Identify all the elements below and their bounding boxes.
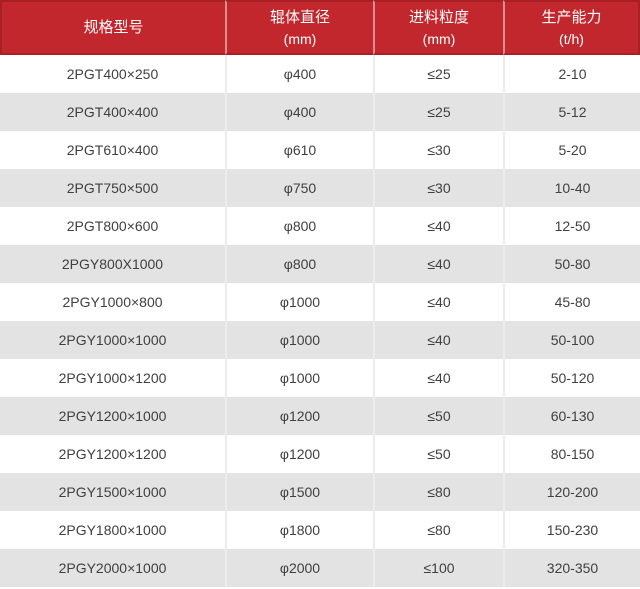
table-cell: 2PGY1200×1000 <box>0 397 225 435</box>
table-cell: 150-230 <box>503 511 640 549</box>
table-row: 2PGY1800×1000 φ1800 ≤80 150-230 <box>0 511 640 549</box>
table-cell: ≤40 <box>373 207 503 245</box>
table-cell: ≤30 <box>373 169 503 207</box>
table-cell: ≤40 <box>373 245 503 283</box>
table-row: 2PGY2000×1000 φ2000 ≤100 320-350 <box>0 549 640 587</box>
table-row: 2PGY1500×1000 φ1500 ≤80 120-200 <box>0 473 640 511</box>
table-cell: ≤80 <box>373 473 503 511</box>
column-header-label: 辊体直径 <box>269 8 330 26</box>
table-cell: 2PGY1800×1000 <box>0 511 225 549</box>
table-cell: ≤80 <box>373 511 503 549</box>
table-cell: 2PGT750×500 <box>0 169 225 207</box>
table-cell: 2-10 <box>503 55 640 93</box>
column-header: 进料粒度 (mm) <box>373 0 503 55</box>
table-cell: φ1200 <box>225 397 373 435</box>
table-cell: 5-20 <box>503 131 640 169</box>
table-cell: φ610 <box>225 131 373 169</box>
table-cell: 2PGY1000×1200 <box>0 359 225 397</box>
table-header: 规格型号 辊体直径 (mm) 进料粒度 (mm) 生产能力 (t/h) <box>0 0 640 55</box>
table-cell: 50-80 <box>503 245 640 283</box>
column-header-label: 生产能力 <box>541 8 602 26</box>
table-cell: ≤50 <box>373 435 503 473</box>
table-cell: 120-200 <box>503 473 640 511</box>
table-cell: φ800 <box>225 207 373 245</box>
table-row: 2PGY800X1000 φ800 ≤40 50-80 <box>0 245 640 283</box>
table-row: 2PGY1000×1200 φ1000 ≤40 50-120 <box>0 359 640 397</box>
table-row: 2PGT750×500 φ750 ≤30 10-40 <box>0 169 640 207</box>
table-row: 2PGT400×400 φ400 ≤25 5-12 <box>0 93 640 131</box>
table-cell: 45-80 <box>503 283 640 321</box>
table-cell: ≤25 <box>373 55 503 93</box>
table-cell: φ1000 <box>225 359 373 397</box>
table-cell: φ400 <box>225 55 373 93</box>
table-cell: 12-50 <box>503 207 640 245</box>
table-cell: ≤40 <box>373 283 503 321</box>
table-cell: 50-100 <box>503 321 640 359</box>
table-cell: 2PGY1000×1000 <box>0 321 225 359</box>
table-cell: φ1800 <box>225 511 373 549</box>
column-header-unit: (mm) <box>283 30 317 47</box>
table-cell: 2PGT400×400 <box>0 93 225 131</box>
table-cell: 2PGY1000×800 <box>0 283 225 321</box>
table-row: 2PGY1000×800 φ1000 ≤40 45-80 <box>0 283 640 321</box>
table-cell: φ1000 <box>225 283 373 321</box>
column-header-label: 规格型号 <box>83 18 144 36</box>
table-cell: ≤100 <box>373 549 503 587</box>
table-row: 2PGY1000×1000 φ1000 ≤40 50-100 <box>0 321 640 359</box>
column-header-unit: (t/h) <box>559 30 584 47</box>
table-body: 2PGT400×250 φ400 ≤25 2-10 2PGT400×400 φ400 ≤25… <box>0 55 640 587</box>
table-row: 2PGT800×600 φ800 ≤40 12-50 <box>0 207 640 245</box>
table-cell: φ750 <box>225 169 373 207</box>
table-cell: φ1500 <box>225 473 373 511</box>
column-header: 生产能力 (t/h) <box>503 0 640 55</box>
table-cell: φ1200 <box>225 435 373 473</box>
table-cell: 50-120 <box>503 359 640 397</box>
column-header-unit: (mm) <box>422 30 456 47</box>
table-cell: ≤40 <box>373 321 503 359</box>
table-cell: φ2000 <box>225 549 373 587</box>
table-cell: ≤30 <box>373 131 503 169</box>
column-header-label: 进料粒度 <box>408 8 469 26</box>
table-row: 2PGY1200×1000 φ1200 ≤50 60-130 <box>0 397 640 435</box>
table-cell: φ800 <box>225 245 373 283</box>
table-cell: 80-150 <box>503 435 640 473</box>
table-row: 2PGT610×400 φ610 ≤30 5-20 <box>0 131 640 169</box>
column-header: 辊体直径 (mm) <box>225 0 373 55</box>
table-cell: 2PGT400×250 <box>0 55 225 93</box>
table-cell: φ400 <box>225 93 373 131</box>
column-header: 规格型号 <box>0 0 225 55</box>
table-cell: ≤40 <box>373 359 503 397</box>
table-cell: 60-130 <box>503 397 640 435</box>
table-cell: 10-40 <box>503 169 640 207</box>
table-cell: 5-12 <box>503 93 640 131</box>
table-cell: 2PGY800X1000 <box>0 245 225 283</box>
table-cell: 2PGY1200×1200 <box>0 435 225 473</box>
table-header-row: 规格型号 辊体直径 (mm) 进料粒度 (mm) 生产能力 (t/h) <box>0 0 640 55</box>
table-row: 2PGY1200×1200 φ1200 ≤50 80-150 <box>0 435 640 473</box>
table-cell: φ1000 <box>225 321 373 359</box>
table-cell: 2PGY2000×1000 <box>0 549 225 587</box>
table-cell: ≤25 <box>373 93 503 131</box>
table-cell: ≤50 <box>373 397 503 435</box>
table-cell: 2PGY1500×1000 <box>0 473 225 511</box>
table-cell: 320-350 <box>503 549 640 587</box>
table-cell: 2PGT800×600 <box>0 207 225 245</box>
table-row: 2PGT400×250 φ400 ≤25 2-10 <box>0 55 640 93</box>
table-cell: 2PGT610×400 <box>0 131 225 169</box>
